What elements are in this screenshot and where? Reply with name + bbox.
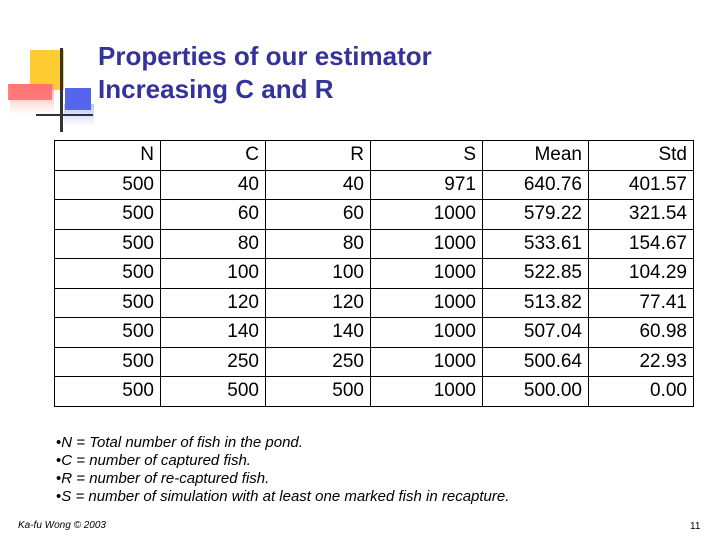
table-row: 500 60 60 1000 579.22 321.54 <box>54 199 694 230</box>
header-c: C <box>160 140 266 171</box>
table-cell: 154.67 <box>588 228 694 259</box>
table-row: 500 100 100 1000 522.85 104.29 <box>54 258 694 289</box>
table-cell: 500 <box>54 228 161 259</box>
note-text: C = number of captured fish. <box>61 452 251 469</box>
table-cell: 500 <box>54 199 161 230</box>
bullet-icon: • <box>56 434 62 451</box>
table-cell: 522.85 <box>482 258 589 289</box>
table-row: 500 250 250 1000 500.64 22.93 <box>54 346 694 377</box>
slide-title: Properties of our estimator Increasing C… <box>98 40 432 106</box>
table-cell: 500 <box>54 287 161 318</box>
header-s: S <box>370 140 483 171</box>
table-cell: 513.82 <box>482 287 589 318</box>
footer-author: Ka-fu Wong © 2003 <box>18 520 106 531</box>
table-cell: 500 <box>265 376 371 407</box>
table-header-row: N C R S Mean Std <box>54 140 694 171</box>
table-cell: 60.98 <box>588 317 694 348</box>
table-cell: 1000 <box>370 258 483 289</box>
decor-blue-square <box>65 88 91 110</box>
bullet-icon: • <box>56 452 62 469</box>
table-cell: 500 <box>54 169 161 200</box>
table-cell: 533.61 <box>482 228 589 259</box>
table-cell: 500 <box>54 317 161 348</box>
table-row: 500 140 140 1000 507.04 60.98 <box>54 317 694 348</box>
table-row: 500 500 500 1000 500.00 0.00 <box>54 376 694 407</box>
notes-list: •N = Total number of fish in the pond. •… <box>56 434 509 506</box>
table-cell: 250 <box>265 346 371 377</box>
table-cell: 1000 <box>370 228 483 259</box>
note-item: •S = number of simulation with at least … <box>56 488 509 506</box>
table-cell: 40 <box>265 169 371 200</box>
table-cell: 0.00 <box>588 376 694 407</box>
table-cell: 104.29 <box>588 258 694 289</box>
table-cell: 1000 <box>370 376 483 407</box>
table-row: 500 40 40 971 640.76 401.57 <box>54 169 694 200</box>
table-cell: 500.00 <box>482 376 589 407</box>
results-table: N C R S Mean Std 500 40 40 971 640.76 40… <box>54 140 694 407</box>
table-cell: 120 <box>265 287 371 318</box>
table-cell: 140 <box>265 317 371 348</box>
header-n: N <box>54 140 161 171</box>
title-line-2: Increasing C and R <box>98 74 334 104</box>
table-row: 500 80 80 1000 533.61 154.67 <box>54 228 694 259</box>
table-cell: 500.64 <box>482 346 589 377</box>
title-line-1: Properties of our estimator <box>98 41 432 71</box>
table-cell: 22.93 <box>588 346 694 377</box>
note-text: S = number of simulation with at least o… <box>61 488 510 505</box>
table-cell: 250 <box>160 346 266 377</box>
note-text: R = number of re-captured fish. <box>61 470 270 487</box>
table-cell: 77.41 <box>588 287 694 318</box>
table-cell: 140 <box>160 317 266 348</box>
table-cell: 1000 <box>370 199 483 230</box>
table-cell: 1000 <box>370 287 483 318</box>
bullet-icon: • <box>56 470 62 487</box>
header-r: R <box>265 140 371 171</box>
note-item: •N = Total number of fish in the pond. <box>56 434 509 452</box>
decor-horizontal-line <box>36 114 93 116</box>
table-cell: 120 <box>160 287 266 318</box>
note-item: •C = number of captured fish. <box>56 452 509 470</box>
table-cell: 500 <box>160 376 266 407</box>
page-number: 11 <box>690 521 701 532</box>
table-cell: 507.04 <box>482 317 589 348</box>
table-cell: 321.54 <box>588 199 694 230</box>
decor-red-bar <box>8 84 52 100</box>
table-cell: 1000 <box>370 346 483 377</box>
note-item: •R = number of re-captured fish. <box>56 470 509 488</box>
header-std: Std <box>588 140 694 171</box>
table-cell: 401.57 <box>588 169 694 200</box>
table-cell: 100 <box>265 258 371 289</box>
decor-vertical-line <box>60 48 63 132</box>
table-cell: 60 <box>265 199 371 230</box>
decor-yellow-square <box>30 50 64 90</box>
table-cell: 640.76 <box>482 169 589 200</box>
table-cell: 40 <box>160 169 266 200</box>
table-cell: 971 <box>370 169 483 200</box>
bullet-icon: • <box>56 488 62 505</box>
table-cell: 1000 <box>370 317 483 348</box>
header-mean: Mean <box>482 140 589 171</box>
table-cell: 500 <box>54 258 161 289</box>
table-cell: 80 <box>160 228 266 259</box>
table-cell: 579.22 <box>482 199 589 230</box>
note-text: N = Total number of fish in the pond. <box>61 434 303 451</box>
table-cell: 80 <box>265 228 371 259</box>
table-row: 500 120 120 1000 513.82 77.41 <box>54 287 694 318</box>
table-cell: 500 <box>54 346 161 377</box>
table-cell: 100 <box>160 258 266 289</box>
table-cell: 60 <box>160 199 266 230</box>
table-cell: 500 <box>54 376 161 407</box>
